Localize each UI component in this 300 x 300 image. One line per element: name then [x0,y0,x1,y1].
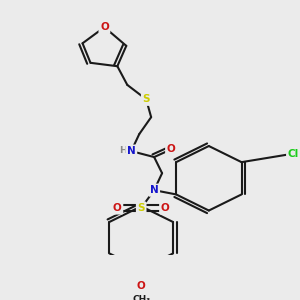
Text: O: O [137,281,146,291]
Text: O: O [161,203,170,213]
Text: CH₃: CH₃ [132,295,150,300]
Text: O: O [100,22,109,32]
Text: S: S [137,203,145,213]
Text: N: N [150,185,158,195]
Text: O: O [113,203,122,213]
Text: H: H [119,146,127,155]
Text: S: S [142,94,150,104]
Text: O: O [167,144,176,154]
Text: N: N [127,146,136,156]
Text: Cl: Cl [288,149,299,159]
